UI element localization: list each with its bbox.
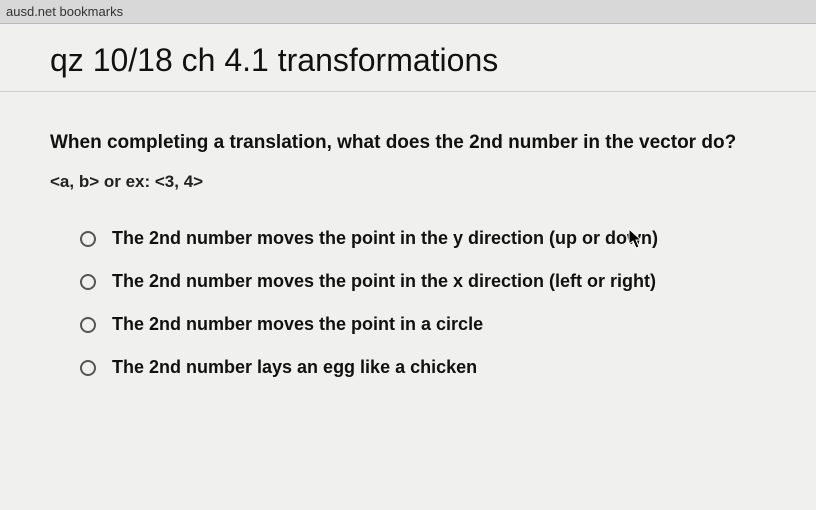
example-text: <a, b> or ex: <3, 4>: [50, 172, 766, 192]
option-label: The 2nd number moves the point in a circ…: [112, 314, 483, 335]
title-area: qz 10/18 ch 4.1 transformations: [0, 24, 816, 92]
question-area: When completing a translation, what does…: [0, 92, 816, 378]
options-list: The 2nd number moves the point in the y …: [50, 228, 766, 378]
quiz-content: qz 10/18 ch 4.1 transformations When com…: [0, 24, 816, 510]
option-label: The 2nd number moves the point in the x …: [112, 271, 656, 292]
question-text: When completing a translation, what does…: [50, 132, 766, 154]
radio-icon[interactable]: [80, 231, 96, 247]
bookmarks-bar[interactable]: ausd.net bookmarks: [0, 0, 816, 24]
quiz-title: qz 10/18 ch 4.1 transformations: [50, 42, 766, 79]
radio-icon[interactable]: [80, 360, 96, 376]
option-row-3[interactable]: The 2nd number lays an egg like a chicke…: [80, 357, 766, 378]
option-row-0[interactable]: The 2nd number moves the point in the y …: [80, 228, 766, 249]
option-row-1[interactable]: The 2nd number moves the point in the x …: [80, 271, 766, 292]
option-label: The 2nd number moves the point in the y …: [112, 228, 658, 249]
option-label: The 2nd number lays an egg like a chicke…: [112, 357, 477, 378]
option-row-2[interactable]: The 2nd number moves the point in a circ…: [80, 314, 766, 335]
radio-icon[interactable]: [80, 317, 96, 333]
radio-icon[interactable]: [80, 274, 96, 290]
bookmark-label: ausd.net bookmarks: [6, 4, 123, 19]
